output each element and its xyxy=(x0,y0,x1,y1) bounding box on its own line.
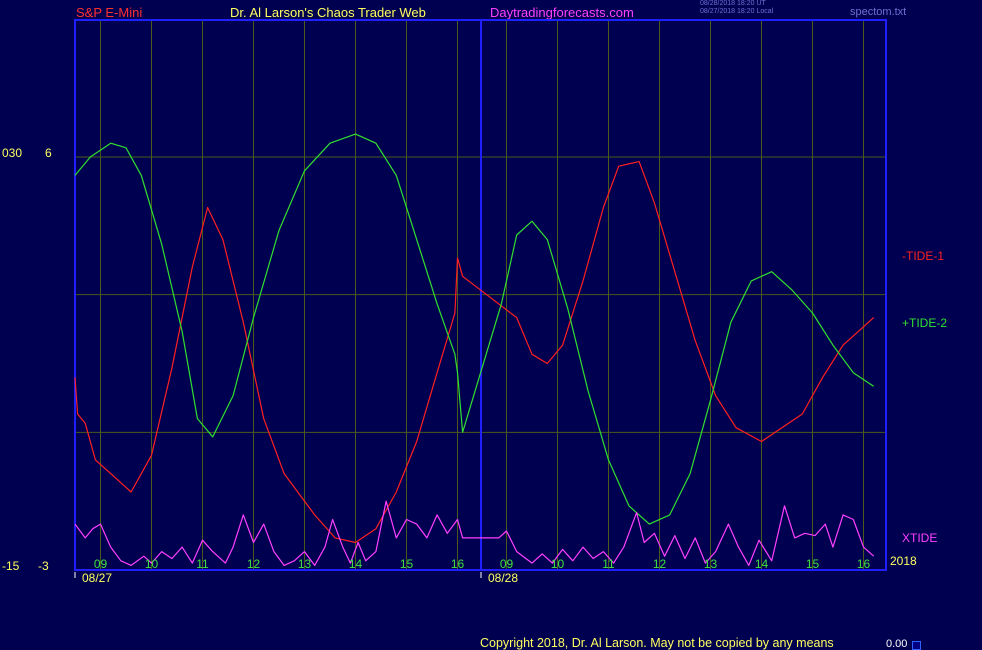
day-label: 08/27 xyxy=(82,571,112,585)
label-layer: -TIDE-1 +TIDE-2 XTIDE xyxy=(902,249,947,545)
left-axis-top-inner: 6 xyxy=(45,146,52,160)
copyright-text: Copyright 2018, Dr. Al Larson. May not b… xyxy=(480,636,834,650)
hour-tick-label: 12 xyxy=(247,557,261,571)
left-axis-bottom-inner: -3 xyxy=(38,559,49,573)
hour-tick-label: 10 xyxy=(551,557,565,571)
series-label: +TIDE-2 xyxy=(902,316,947,330)
hour-tick-label: 09 xyxy=(94,557,108,571)
series-layer xyxy=(74,133,875,567)
hour-tick-label: 15 xyxy=(806,557,820,571)
instrument-title: S&P E-Mini xyxy=(76,5,143,20)
filename-label: spectom.txt xyxy=(850,6,907,18)
hour-tick-label: 14 xyxy=(349,557,363,571)
timestamp-local: 08/27/2018 18:20 Local xyxy=(700,8,774,15)
hour-tick-label: 13 xyxy=(704,557,718,571)
series-label: XTIDE xyxy=(902,531,937,545)
left-axis-bottom-outer: -15 xyxy=(2,559,20,573)
hour-tick-label: 16 xyxy=(451,557,465,571)
series-line-xtide xyxy=(74,500,875,567)
grid-layer xyxy=(75,20,886,570)
hour-tick-label: 12 xyxy=(653,557,667,571)
hour-tick-label: 11 xyxy=(602,557,615,571)
hour-tick-label: 11 xyxy=(196,557,209,571)
site-link[interactable]: Daytradingforecasts.com xyxy=(490,5,634,20)
hour-tick-label: 10 xyxy=(145,557,159,571)
tick-layer: 09 10 11 12 13 14 15 16 09 10 11 12 13 14 15 16 08/27 08/… xyxy=(74,557,871,585)
hour-tick-label: 13 xyxy=(298,557,312,571)
year-label: 2018 xyxy=(890,554,917,568)
series-line-tide-2 xyxy=(74,133,875,525)
series-label: -TIDE-1 xyxy=(902,249,944,263)
hour-tick-label: 09 xyxy=(500,557,514,571)
footer-value: 0.00 xyxy=(886,638,908,650)
brand-title: Dr. Al Larson's Chaos Trader Web xyxy=(230,5,426,20)
left-axis-top-outer: 030 xyxy=(2,146,23,160)
hour-tick-label: 15 xyxy=(400,557,414,571)
hour-tick-label: 14 xyxy=(755,557,769,571)
series-line-tide-1 xyxy=(74,161,875,544)
timestamp-ut: 08/28/2018 18:20 UT xyxy=(700,0,766,7)
frame-layer xyxy=(74,19,887,571)
hour-tick-label: 16 xyxy=(857,557,871,571)
day-label: 08/28 xyxy=(488,571,518,585)
